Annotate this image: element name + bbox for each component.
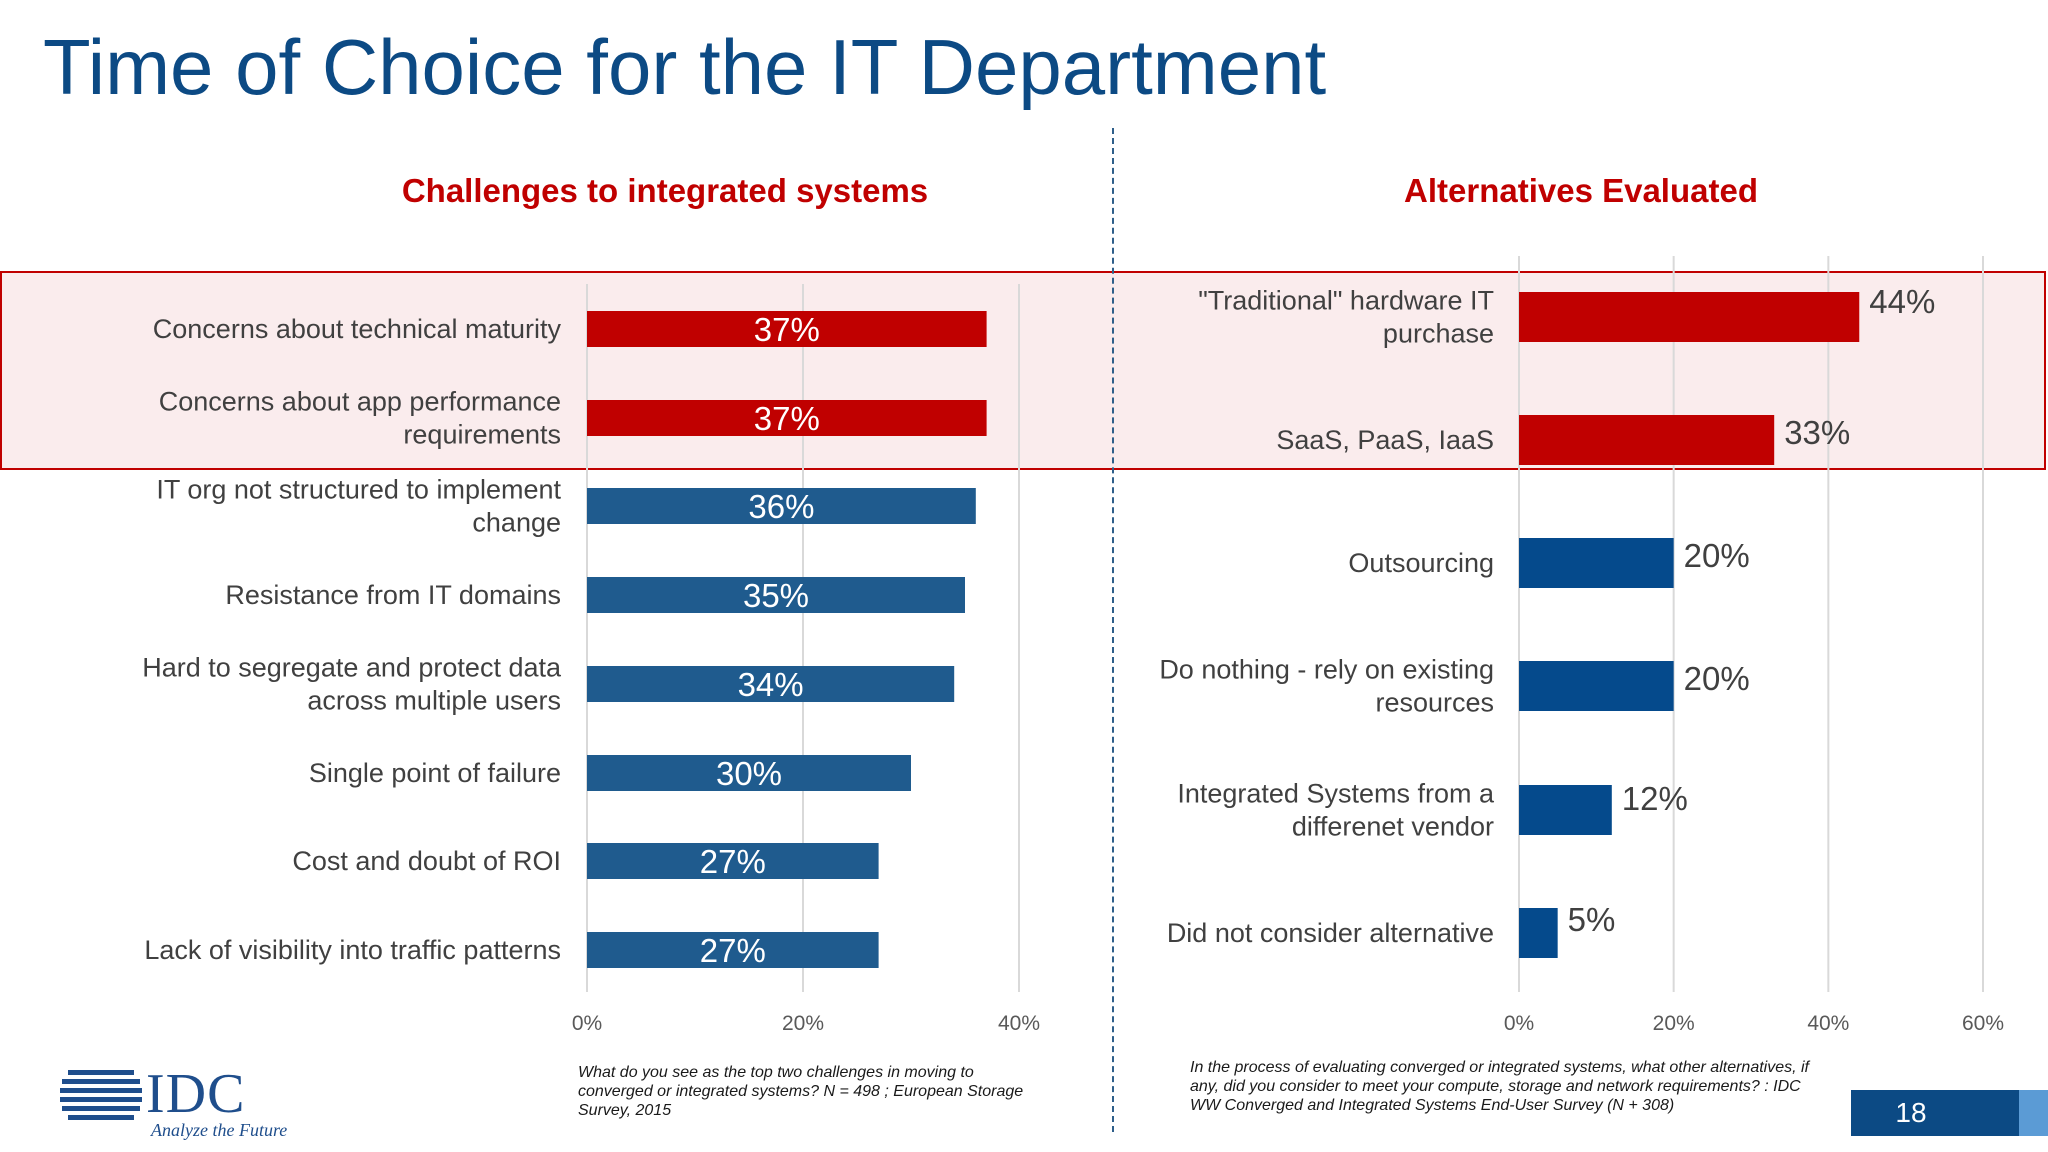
left-chart-category-label: Single point of failure (309, 758, 561, 788)
page-number-box (1851, 1090, 2019, 1136)
slide-title: Time of Choice for the IT Department (43, 23, 1327, 111)
left-chart-title: Challenges to integrated systems (401, 172, 929, 209)
left-chart-data-label: 37% (754, 400, 820, 437)
left-chart-category-label: Concerns about app performance requiremen… (159, 387, 561, 450)
page-number-accent (2019, 1090, 2048, 1136)
left-footnote: What do you see as the top two challenge… (578, 1064, 1024, 1119)
left-chart-bar (587, 488, 976, 524)
left-chart-data-label: 30% (716, 755, 782, 792)
left-chart-bar (587, 843, 879, 879)
right-chart-data-label: 5% (1568, 901, 1616, 938)
left-chart-data-label: 27% (700, 843, 766, 880)
right-chart-bar (1519, 415, 1775, 465)
left-chart-x-tick-label: 40% (998, 1012, 1040, 1035)
globe-icon (60, 1070, 142, 1120)
left-chart-bar (587, 755, 911, 791)
left-chart-x-tick-label: 0% (572, 1012, 602, 1035)
right-chart-bar (1519, 538, 1674, 588)
left-chart-data-label: 34% (738, 666, 804, 703)
right-chart-bar (1519, 292, 1860, 342)
left-chart-bar (587, 311, 987, 347)
left-chart-category-label: Resistance from IT domains (225, 580, 561, 610)
right-chart-category-label: Did not consider alternative (1167, 918, 1494, 948)
right-chart-data-label: 44% (1869, 283, 1935, 320)
right-chart-category-label: Integrated Systems from a differenet vend… (1177, 779, 1495, 842)
left-chart-category-label: Concerns about technical maturity (153, 314, 562, 344)
right-chart-bar (1519, 908, 1558, 958)
right-chart-data-label: 20% (1684, 537, 1750, 574)
left-chart-data-label: 27% (700, 932, 766, 969)
idc-logo: IDC Analyze the Future (60, 1060, 300, 1140)
left-chart-x-tick-label: 20% (782, 1012, 824, 1035)
right-chart-category-label: "Traditional" hardware IT purchase (1198, 286, 1494, 349)
right-chart-data-label: 33% (1784, 414, 1850, 451)
left-chart-category-label: Lack of visibility into traffic patterns (144, 935, 561, 965)
logo-tagline: Analyze the Future (151, 1120, 288, 1140)
section-divider (1112, 128, 1114, 1132)
left-chart-category-label: Cost and doubt of ROI (292, 846, 561, 876)
left-chart-bar (587, 666, 955, 702)
left-chart-bar (587, 577, 965, 613)
left-chart-category-label: Hard to segregate and protect data across… (142, 653, 562, 716)
right-chart-x-tick-label: 40% (1807, 1012, 1849, 1035)
left-chart-data-label: 37% (754, 311, 820, 348)
logo-wordmark: IDC (146, 1063, 246, 1125)
left-chart-data-label: 36% (748, 488, 814, 525)
left-chart-data-label: 35% (743, 577, 809, 614)
left-chart-bar (587, 932, 879, 968)
right-chart-data-label: 20% (1684, 660, 1750, 697)
left-chart-category-label: IT org not structured to implement change (156, 475, 561, 538)
right-chart-category-label: Do nothing - rely on existing resources (1159, 655, 1494, 718)
left-chart-bar (587, 400, 987, 436)
right-chart-category-label: Outsourcing (1348, 548, 1494, 578)
right-footnote: In the process of evaluating converged o… (1190, 1059, 1809, 1114)
right-chart-title: Alternatives Evaluated (1404, 172, 1758, 209)
right-chart-x-tick-label: 60% (1962, 1012, 2004, 1035)
right-chart-category-label: SaaS, PaaS, IaaS (1276, 425, 1494, 455)
right-chart-data-label: 12% (1622, 780, 1688, 817)
right-chart-x-tick-label: 0% (1504, 1012, 1534, 1035)
page-number: 18 (1895, 1097, 1927, 1128)
right-chart-bar (1519, 785, 1612, 835)
right-chart-bar (1519, 661, 1674, 711)
right-chart-x-tick-label: 20% (1653, 1012, 1695, 1035)
